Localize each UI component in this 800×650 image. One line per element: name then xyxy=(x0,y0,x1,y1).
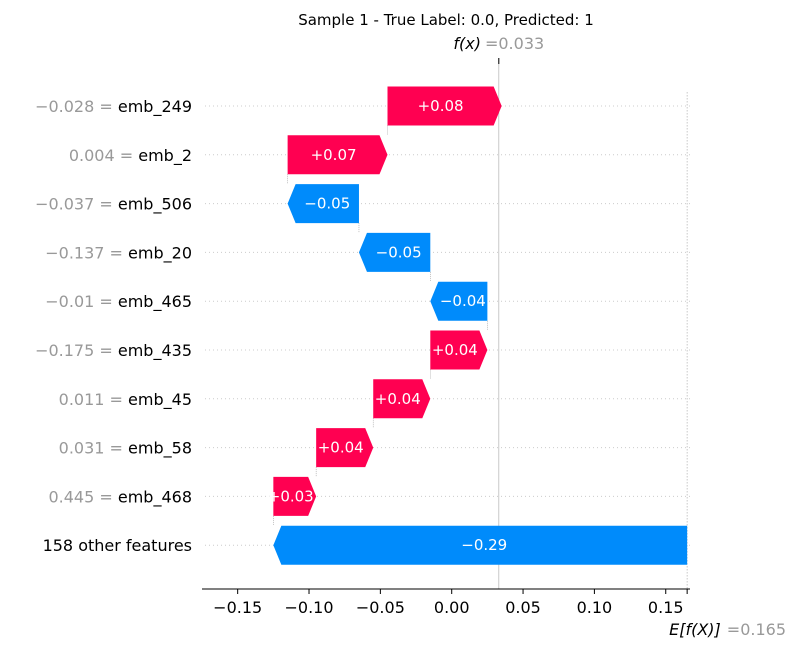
x-tick-label: −0.05 xyxy=(356,598,405,617)
feature-name: emb_20 xyxy=(128,243,192,263)
negative-bar xyxy=(273,525,688,565)
bar-value-label: +0.04 xyxy=(375,390,421,408)
feature-name: emb_45 xyxy=(128,390,192,410)
feature-value: −0.01 xyxy=(45,292,94,311)
negative-bar xyxy=(287,184,359,224)
x-tick-label: 0.05 xyxy=(505,598,541,617)
equals-sign: = xyxy=(94,487,118,506)
bar-value-label: −0.04 xyxy=(440,292,486,310)
feature-label: 0.031 = emb_58 xyxy=(59,439,192,459)
equals-sign: = xyxy=(94,195,118,214)
negative-bar xyxy=(358,232,431,272)
fx-equals: = xyxy=(485,34,498,53)
reference-lines xyxy=(498,58,688,589)
positive-bar xyxy=(373,379,431,419)
feature-name: emb_2 xyxy=(138,146,192,166)
equals-sign: = xyxy=(94,292,118,311)
x-tick-label: −0.15 xyxy=(213,598,262,617)
positive-bar xyxy=(287,135,388,175)
feature-label: 0.004 = emb_2 xyxy=(69,146,192,166)
feature-label: 0.445 = emb_468 xyxy=(48,487,192,507)
feature-name: emb_468 xyxy=(118,487,192,507)
bar-value-label: +0.04 xyxy=(432,341,478,359)
base-value-annotation: E[f(X)] =0.165 xyxy=(669,620,786,639)
equals-sign: = xyxy=(94,97,118,116)
bar-value-label: +0.04 xyxy=(318,439,364,457)
equals-sign: = xyxy=(104,390,128,409)
base-text: E[f(X)] =0.165 xyxy=(669,620,786,639)
bar-value-label: −0.29 xyxy=(461,536,507,554)
fx-value: 0.033 xyxy=(498,34,544,53)
x-tick-label: 0.15 xyxy=(648,598,684,617)
feature-label: −0.037 = emb_506 xyxy=(35,195,192,215)
feature-labels: −0.028 = emb_249 0.004 = emb_2 −0.037 = em… xyxy=(35,97,192,555)
x-axis: −0.15 −0.10 −0.05 0.00 0.05 0.10 0.15 xyxy=(202,588,690,617)
bar-value-label: −0.05 xyxy=(304,195,350,213)
equals-sign: = xyxy=(104,439,128,458)
positive-bar xyxy=(387,86,502,126)
feature-value: 0.031 xyxy=(59,439,105,458)
feature-value: −0.037 xyxy=(35,195,94,214)
feature-name: emb_435 xyxy=(118,341,192,361)
bars: +0.08 +0.07 −0.05 −0.05 −0.04 +0.04 +0.04 +0.04… xyxy=(268,86,688,565)
positive-bar xyxy=(273,476,317,516)
feature-label: −0.028 = emb_249 xyxy=(35,97,192,117)
x-tick-label: −0.10 xyxy=(285,598,334,617)
feature-label: 0.011 = emb_45 xyxy=(59,390,192,410)
x-tick-label: 0.00 xyxy=(434,598,470,617)
equals-sign: = xyxy=(94,341,118,360)
positive-bar xyxy=(430,330,488,370)
feature-label: −0.175 = emb_435 xyxy=(35,341,192,361)
feature-value: 0.011 xyxy=(59,390,105,409)
feature-value: −0.175 xyxy=(35,341,94,360)
feature-value: 0.004 xyxy=(69,146,115,165)
feature-name: emb_506 xyxy=(118,195,192,215)
feature-value: −0.028 xyxy=(35,97,94,116)
equals-sign: = xyxy=(115,146,139,165)
feature-name: emb_58 xyxy=(128,439,192,459)
feature-label: −0.01 = emb_465 xyxy=(45,292,192,312)
feature-value: −0.137 xyxy=(45,243,104,262)
bar-value-label: +0.07 xyxy=(311,146,357,164)
fx-annotation: f(x) =0.033 xyxy=(453,34,544,53)
feature-value: 0.445 xyxy=(48,487,94,506)
negative-bar xyxy=(430,281,488,321)
bar-value-label: +0.08 xyxy=(418,97,464,115)
chart-title: Sample 1 - True Label: 0.0, Predicted: 1 xyxy=(298,11,594,29)
equals-sign: = xyxy=(104,243,128,262)
feature-label: −0.137 = emb_20 xyxy=(45,243,192,263)
positive-bar xyxy=(316,428,374,468)
base-label: E[f(X)] xyxy=(669,620,721,639)
fx-text: f(x) =0.033 xyxy=(453,34,544,53)
feature-name: 158 other features xyxy=(43,536,192,555)
base-equals: = xyxy=(727,620,740,639)
base-value: 0.165 xyxy=(740,620,786,639)
x-tick-label: 0.10 xyxy=(577,598,613,617)
feature-name: emb_249 xyxy=(118,97,192,117)
bar-value-label: +0.03 xyxy=(268,487,314,505)
bar-value-label: −0.05 xyxy=(376,243,422,261)
fx-label: f(x) xyxy=(453,34,481,53)
feature-name: emb_465 xyxy=(118,292,192,312)
feature-label: 158 other features xyxy=(43,536,192,555)
